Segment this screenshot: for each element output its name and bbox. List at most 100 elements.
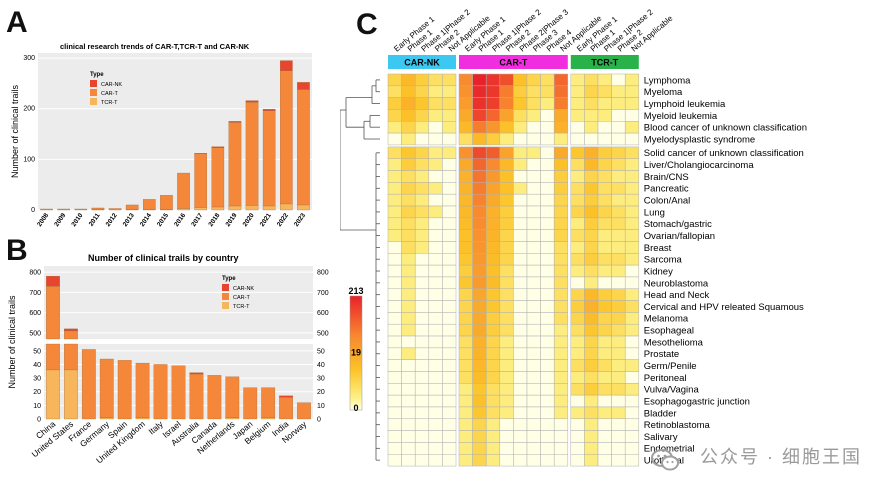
heatmap-cell [527,171,541,183]
heatmap-cell [402,86,416,98]
y-tick-label: 700 [29,290,41,297]
heatmap-cell [459,348,473,360]
heatmap-cell [625,98,639,110]
heatmap-cell [598,182,612,194]
bar-segment [297,89,309,204]
bar-segment [190,373,203,374]
bar-segment [263,206,275,210]
heatmap-cell [442,301,456,313]
heatmap-cell [584,419,598,431]
heatmap-cell [513,442,527,454]
heatmap-cell [612,431,626,443]
heatmap-cell [527,431,541,443]
heatmap-cell [584,182,598,194]
heatmap-cell [473,301,487,313]
heatmap-cell [571,277,585,289]
heatmap-cell [429,277,443,289]
row-label: Breast [644,243,672,254]
heatmap-cell [598,147,612,159]
heatmap-cell [554,336,568,348]
heatmap-cell [473,74,487,86]
heatmap-cell [625,419,639,431]
heatmap-cell [598,109,612,121]
heatmap-cell [415,289,429,301]
heatmap-cell [571,109,585,121]
heatmap-cell [584,360,598,372]
heatmap-cell [612,218,626,230]
heatmap-cell [500,121,514,133]
heatmap-cell [612,159,626,171]
heatmap-cell [459,277,473,289]
heatmap-cell [500,383,514,395]
heatmap-cell [541,372,555,384]
bar-segment [208,375,221,419]
heatmap-cell [402,442,416,454]
heatmap-cell [415,241,429,253]
heatmap-cell [513,253,527,265]
heatmap-cell [513,98,527,110]
heatmap-cell [584,454,598,466]
heatmap-cell [541,133,555,145]
heatmap-cell [527,74,541,86]
row-label: Lymphoma [644,75,691,86]
heatmap-cell [584,395,598,407]
heatmap-cell [473,360,487,372]
heatmap-cell [500,86,514,98]
heatmap-cell [473,109,487,121]
heatmap-cell [402,431,416,443]
heatmap-cell [486,98,500,110]
row-label: Myelodysplastic syndrome [644,134,755,145]
heatmap-cell [584,289,598,301]
heatmap-cell [584,253,598,265]
x-tick-label: 2011 [88,212,102,228]
heatmap-cell [402,383,416,395]
heatmap-cell [554,301,568,313]
heatmap-cell [584,133,598,145]
heatmap-cell [598,277,612,289]
heatmap-cell [513,395,527,407]
heatmap-cell [459,419,473,431]
heatmap-cell [598,121,612,133]
heatmap-cell [554,372,568,384]
bar-segment [177,208,189,210]
heatmap-cell [625,253,639,265]
heatmap-cell [598,241,612,253]
heatmap-cell [388,147,402,159]
color-scale-mid: 19 [351,347,361,357]
heatmap-cell [584,206,598,218]
heatmap-cell [473,431,487,443]
row-label: Cervical and HPV releated Squamous [644,302,804,313]
y-tick-label: 50 [33,348,41,355]
bar-segment [279,396,292,397]
heatmap-cell [402,419,416,431]
watermark-text: 公众号 · 细胞王国 [700,443,862,469]
heatmap-cell [554,206,568,218]
legend-swatch [222,284,229,291]
wechat-icon [650,447,680,473]
heatmap-cell [584,336,598,348]
heatmap-cell [388,253,402,265]
heatmap-cell [554,147,568,159]
heatmap-cell [598,253,612,265]
heatmap-cell [541,206,555,218]
heatmap-cell [513,206,527,218]
heatmap-cell [571,301,585,313]
heatmap-cell [486,206,500,218]
legend-label: TCR-T [233,304,250,310]
heatmap-cell [598,301,612,313]
heatmap-cell [527,372,541,384]
heatmap-cell [429,109,443,121]
heatmap-cell [459,74,473,86]
heatmap-cell [402,218,416,230]
heatmap-cell [554,171,568,183]
heatmap-cell [500,454,514,466]
legend-title: Type [90,72,104,78]
heatmap-cell [598,159,612,171]
heatmap-cell [571,241,585,253]
heatmap-cell [429,324,443,336]
heatmap-cell [486,182,500,194]
heatmap-cell [415,74,429,86]
heatmap-cell [612,324,626,336]
heatmap-cell [541,360,555,372]
bar-segment [46,344,59,370]
